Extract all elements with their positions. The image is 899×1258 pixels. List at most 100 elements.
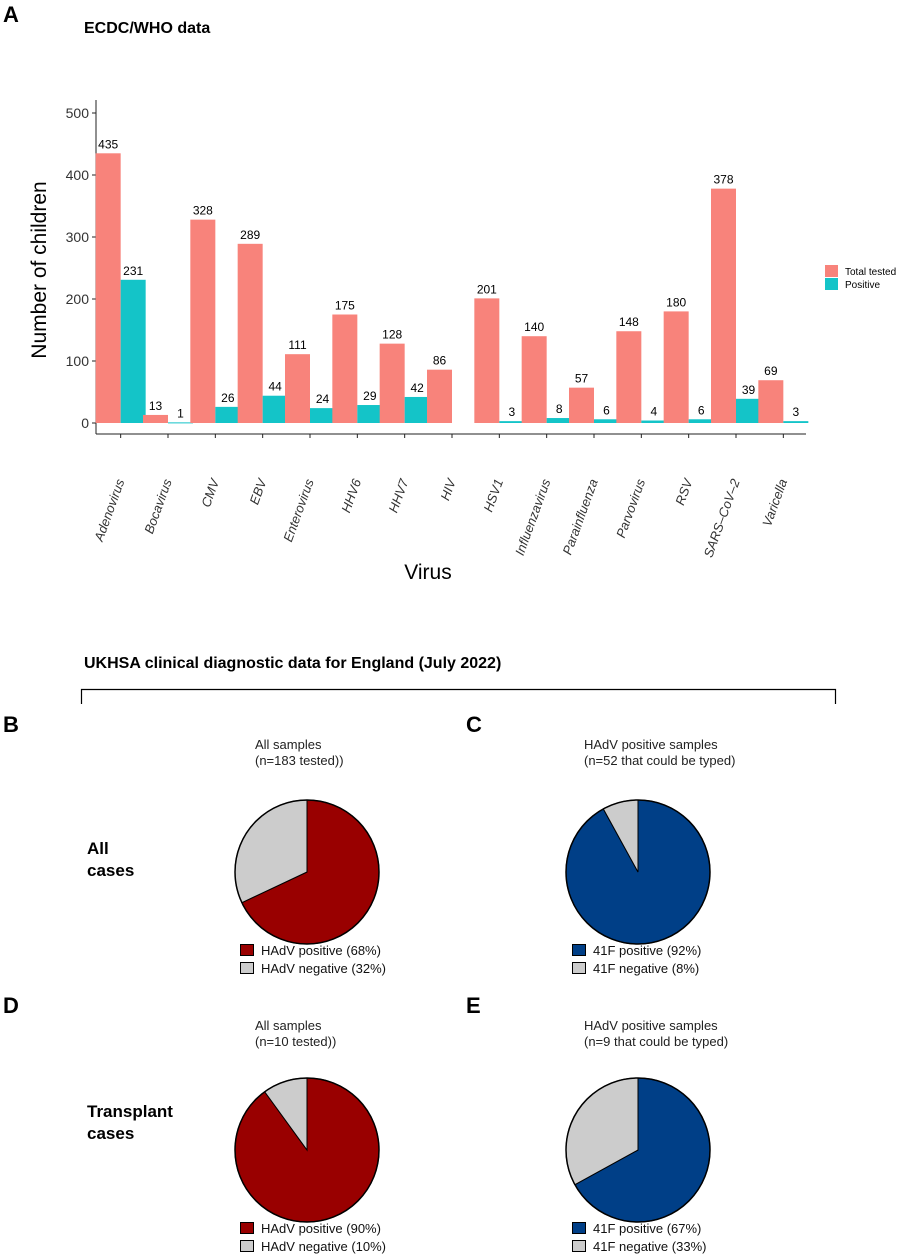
panel-letter-e: E	[466, 993, 481, 1018]
legend-label: HAdV negative (10%)	[261, 1238, 387, 1254]
data-label: 1	[177, 406, 184, 420]
pie-panel-b: B All samples (n=183 tested)) HAdV posit…	[0, 712, 449, 976]
data-label: 3	[792, 405, 799, 419]
pie-chart-e	[565, 1077, 711, 1223]
pie-chart-b	[234, 799, 380, 945]
chart-title: ECDC/WHO data	[84, 20, 211, 37]
bar-total-tested	[616, 331, 642, 423]
bar-total-tested	[569, 387, 594, 423]
legend-swatch	[240, 962, 254, 974]
bar-positive	[783, 421, 809, 423]
bar-total-tested	[143, 414, 168, 423]
bar-total-tested	[521, 336, 547, 423]
pie-panel-c: C HAdV positive samples (n=52 that could…	[449, 712, 899, 977]
data-label: 6	[603, 403, 610, 417]
panel-letter-a: A	[3, 2, 19, 27]
bar-total-tested	[379, 343, 405, 423]
legend-item-41f-negative: 41F negative (8%)	[572, 959, 701, 977]
legend-label: Total tested	[845, 267, 896, 278]
pie-outline	[234, 799, 380, 945]
data-label: 42	[410, 381, 424, 395]
data-label: 6	[698, 403, 705, 417]
bar-positive	[594, 419, 619, 423]
legend-label: Positive	[845, 280, 880, 291]
legend-swatch	[240, 944, 254, 956]
bar-total-tested	[190, 219, 216, 423]
pie-panel-e: E HAdV positive samples (n=9 that could …	[449, 993, 899, 1255]
data-label: 435	[98, 137, 118, 151]
x-tick-label: HSV1	[480, 477, 506, 514]
legend-label: 41F positive (92%)	[593, 942, 702, 958]
legend-swatch-positive	[825, 278, 838, 290]
bar-total-tested	[285, 354, 310, 423]
bar-total-tested	[758, 380, 784, 423]
legend-swatch	[572, 1222, 586, 1234]
x-tick-label: HIV	[437, 476, 459, 503]
legend-item-hadv-positive: HAdV positive (90%)	[240, 1219, 386, 1237]
x-axis-label: Virus	[404, 561, 451, 584]
bar-total-tested	[474, 298, 500, 423]
data-label: 4	[650, 405, 657, 419]
bar-positive	[215, 406, 241, 423]
data-label: 24	[316, 392, 330, 406]
pie-title-c: HAdV positive samples (n=52 that could b…	[584, 737, 736, 768]
bar-total-tested	[427, 369, 452, 423]
bar-chart: 0 100 200 300 400 500 Number of children Virus A…	[28, 100, 896, 584]
panel-letter-c: C	[466, 712, 482, 737]
y-tick-label: 300	[66, 229, 90, 245]
x-tick-label: CMV	[198, 476, 222, 510]
x-tick-label: RSV	[672, 476, 696, 507]
pie-title-e: HAdV positive samples (n=9 that could be…	[584, 1018, 729, 1049]
data-label: 201	[477, 282, 497, 296]
data-label: 148	[619, 315, 639, 329]
x-tick-label: Influenzavirus	[512, 476, 554, 557]
data-label: 3	[508, 405, 515, 419]
data-label: 29	[363, 389, 377, 403]
y-axis-label: Number of children	[28, 181, 51, 358]
bar-total-tested	[332, 314, 358, 423]
x-tick-label: Bocavirus	[141, 476, 175, 535]
data-label: 175	[335, 299, 355, 313]
legend-swatch	[572, 944, 586, 956]
data-label: 328	[193, 204, 213, 218]
data-label: 231	[123, 264, 143, 278]
data-label: 111	[288, 338, 307, 352]
data-label: 128	[382, 328, 402, 342]
pie-legend-d: HAdV positive (90%) HAdV negative (10%)	[240, 1219, 386, 1255]
pie-outline	[565, 1077, 711, 1223]
ukhsa-heading: UKHSA clinical diagnostic data for Engla…	[84, 655, 502, 672]
legend-label: 41F negative (8%)	[593, 960, 700, 976]
pie-chart-c	[565, 799, 711, 945]
data-label: 180	[666, 295, 686, 309]
data-label: 289	[240, 228, 260, 242]
panel-letter-d: D	[3, 993, 19, 1018]
x-tick-label: EBV	[246, 476, 269, 507]
bar-positive	[641, 420, 667, 423]
data-label: 44	[268, 380, 282, 394]
pie-chart-d	[234, 1077, 380, 1223]
data-label: 57	[575, 372, 589, 386]
bar-total-tested	[237, 243, 263, 423]
legend-swatch	[572, 1240, 586, 1252]
x-tick-label: Parvovirus	[613, 476, 648, 539]
y-tick-label: 400	[66, 167, 90, 183]
data-label: 140	[524, 320, 544, 334]
row-label-transplant-cases: Transplant cases	[87, 1102, 173, 1143]
legend-item-41f-positive: 41F positive (92%)	[572, 941, 701, 959]
legend-swatch	[240, 1240, 254, 1252]
data-label: 86	[433, 354, 447, 368]
legend-item-41f-positive: 41F positive (67%)	[572, 1219, 706, 1237]
bar-positive	[168, 422, 193, 424]
row-label-all-cases: All cases	[87, 839, 135, 880]
x-tick-label: Varicella	[759, 477, 790, 529]
bar-positive	[499, 421, 525, 423]
data-label: 8	[556, 402, 563, 416]
legend-label: HAdV negative (32%)	[261, 960, 387, 976]
bar-positive	[310, 408, 335, 423]
legend-swatch-total-tested	[825, 265, 838, 277]
bar-total-tested	[711, 188, 736, 423]
legend-label: 41F positive (67%)	[593, 1220, 702, 1236]
bar-positive	[404, 396, 430, 423]
pie-title-b: All samples (n=183 tested))	[255, 737, 344, 768]
bar-positive	[688, 419, 714, 423]
